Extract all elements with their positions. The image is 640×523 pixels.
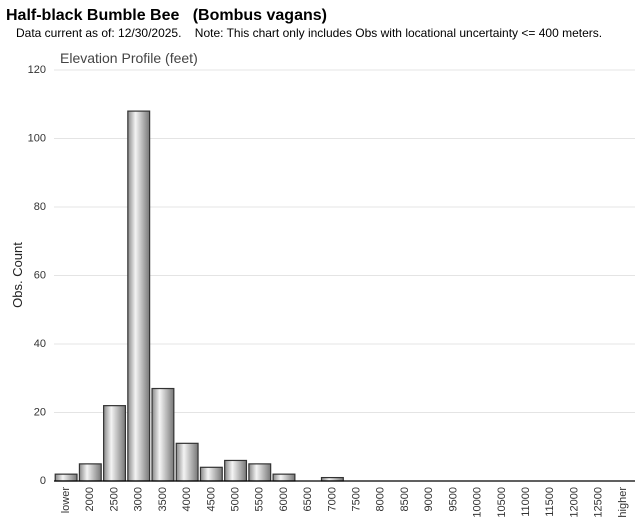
bar [78,463,102,482]
x-tick-label: 7500 [351,487,363,511]
y-tick-label: 100 [28,132,46,144]
y-tick-label: 60 [34,269,46,281]
x-tick-label: higher [617,487,629,518]
bar [175,442,199,482]
x-tick-label: 3000 [133,487,145,511]
x-tick-label: 11500 [544,487,556,517]
y-axis-label: Obs. Count [10,242,25,308]
x-tick-label: 8500 [399,487,411,511]
chart-title: Elevation Profile (feet) [60,50,198,66]
bar [127,110,151,482]
y-tick-label: 120 [28,64,46,76]
x-tick-label: 10000 [472,487,484,518]
subtitle: Data current as of: 12/30/2025. Note: Th… [16,26,602,40]
x-tick-label: 6000 [278,487,290,511]
bar [103,405,127,482]
x-tick-label: 8000 [375,487,387,511]
x-tick-label: 4000 [181,487,193,511]
bar [151,387,175,482]
page-title: Half-black Bumble Bee (Bombus vagans) [6,7,327,24]
y-tick-label: 40 [34,338,46,350]
x-tick-label: 7000 [326,487,338,511]
x-tick-label: 11000 [520,487,532,517]
x-tick-label: 12000 [568,487,580,518]
x-tick-label: 2500 [108,487,120,511]
bar [224,459,248,482]
x-tick-label: 9000 [423,487,435,511]
x-tick-label: 12500 [593,487,605,518]
x-tick-label: lower [60,487,72,514]
y-tick-label: 80 [34,201,46,213]
x-tick-label: 9500 [447,487,459,511]
y-tick-label: 20 [34,406,46,418]
x-tick-label: 6500 [302,487,314,511]
x-tick-label: 2000 [84,487,96,511]
x-tick-label: 5000 [229,487,241,511]
x-tick-label: 10500 [496,487,508,518]
bar [199,466,223,482]
x-tick-label: 3500 [157,487,169,511]
bar [272,473,296,482]
bar [248,463,272,482]
x-tick-label: 4500 [205,487,217,511]
x-tick-label: 5500 [254,487,266,511]
bar [54,473,78,482]
y-tick-label: 0 [40,475,46,487]
